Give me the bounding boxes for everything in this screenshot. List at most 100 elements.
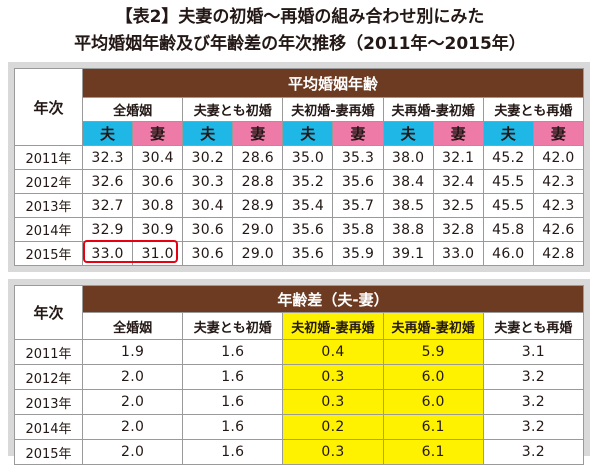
group-header-husband-first-wife-re: 夫初婚-妻再婚 xyxy=(282,312,384,340)
value-cell: 6.0 xyxy=(382,364,484,390)
value-cell: 32.7 xyxy=(81,193,134,218)
value-cell: 38.8 xyxy=(382,217,434,242)
value-cell: 35.0 xyxy=(282,145,334,170)
value-cell: 35.8 xyxy=(332,217,384,242)
value-cell: 30.8 xyxy=(132,193,184,218)
value-cell: 32.6 xyxy=(81,169,134,194)
group-header-husband-re-wife-first: 夫再婚-妻初婚 xyxy=(382,312,484,340)
husband-header: 夫 xyxy=(482,121,534,146)
table-row: 2015年 33.0 31.0 30.6 29.0 35.6 35.9 39.1… xyxy=(14,241,585,266)
value-cell: 35.9 xyxy=(332,241,384,266)
year-cell: 2013年 xyxy=(14,389,83,415)
table-row: 2011年 32.3 30.4 30.2 28.6 35.0 35.3 38.0… xyxy=(14,145,585,170)
value-cell: 2.0 xyxy=(81,414,184,440)
value-cell: 6.1 xyxy=(382,414,484,440)
value-cell: 42.6 xyxy=(532,217,585,242)
group-header-husband-first-wife-re: 夫初婚-妻再婚 xyxy=(282,97,384,122)
table-row: 2013年 32.7 30.8 30.4 28.9 35.4 35.7 38.5… xyxy=(14,193,585,218)
value-cell: 38.4 xyxy=(382,169,434,194)
husband-header: 夫 xyxy=(81,121,134,146)
value-cell: 30.2 xyxy=(182,145,234,170)
year-cell: 2014年 xyxy=(14,217,83,242)
value-cell: 1.6 xyxy=(182,339,284,365)
table-row: 2013年 2.0 1.6 0.3 6.0 3.2 xyxy=(14,389,585,415)
value-cell: 1.6 xyxy=(182,389,284,415)
group-header-all: 全婚姻 xyxy=(81,312,184,340)
title-line-2: 平均婚姻年齢及び年齢差の年次推移（2011年〜2015年） xyxy=(74,34,526,54)
value-cell: 30.3 xyxy=(182,169,234,194)
value-cell: 3.2 xyxy=(482,414,585,440)
value-cell: 32.3 xyxy=(81,145,134,170)
value-cell: 35.4 xyxy=(282,193,334,218)
value-cell: 45.5 xyxy=(482,169,534,194)
age-gap-table: 年次 年齢差（夫-妻） 全婚姻 夫妻とも初婚 夫初婚-妻再婚 夫再婚-妻初婚 夫… xyxy=(14,285,585,465)
average-marriage-age-header: 平均婚姻年齢 xyxy=(82,68,584,98)
value-cell: 42.3 xyxy=(532,169,585,194)
value-cell: 2.0 xyxy=(81,389,184,415)
value-cell: 32.9 xyxy=(81,217,134,242)
wife-header: 妻 xyxy=(232,121,284,146)
value-cell-highlighted: 33.0 xyxy=(81,241,134,266)
value-cell: 3.1 xyxy=(482,339,585,365)
group-header-both-first: 夫妻とも初婚 xyxy=(182,312,284,340)
value-cell: 45.8 xyxy=(482,217,534,242)
year-cell: 2012年 xyxy=(14,169,83,194)
value-cell: 5.9 xyxy=(382,339,484,365)
value-cell: 38.0 xyxy=(382,145,434,170)
table-row: 2012年 32.6 30.6 30.3 28.8 35.2 35.6 38.4… xyxy=(14,169,585,194)
wife-header: 妻 xyxy=(332,121,384,146)
table-row: 2011年 1.9 1.6 0.4 5.9 3.1 xyxy=(14,339,585,365)
value-cell: 0.2 xyxy=(282,414,384,440)
value-cell: 28.9 xyxy=(232,193,284,218)
wife-header: 妻 xyxy=(432,121,484,146)
year-column-header: 年次 xyxy=(14,285,83,340)
value-cell: 32.8 xyxy=(432,217,484,242)
group-header-husband-re-wife-first: 夫再婚-妻初婚 xyxy=(382,97,484,122)
marriage-age-panel: 年次 平均婚姻年齢 全婚姻 夫妻とも初婚 夫初婚-妻再婚 夫再婚-妻初婚 夫妻と… xyxy=(8,62,590,272)
table-row: 2014年 2.0 1.6 0.2 6.1 3.2 xyxy=(14,414,585,440)
value-cell: 38.5 xyxy=(382,193,434,218)
value-cell: 39.1 xyxy=(382,241,434,266)
year-cell: 2011年 xyxy=(14,339,83,365)
group-header-both-first: 夫妻とも初婚 xyxy=(182,97,284,122)
value-cell: 0.3 xyxy=(282,364,384,390)
value-cell: 2.0 xyxy=(81,364,184,390)
value-cell: 3.2 xyxy=(482,364,585,390)
year-column-header: 年次 xyxy=(14,68,83,146)
value-cell: 32.5 xyxy=(432,193,484,218)
table-row: 2012年 2.0 1.6 0.3 6.0 3.2 xyxy=(14,364,585,390)
wife-header: 妻 xyxy=(532,121,585,146)
value-cell: 1.9 xyxy=(81,339,184,365)
value-cell: 45.2 xyxy=(482,145,534,170)
value-cell: 45.5 xyxy=(482,193,534,218)
year-cell: 2014年 xyxy=(14,414,83,440)
value-cell: 29.0 xyxy=(232,217,284,242)
value-cell: 1.6 xyxy=(182,414,284,440)
value-cell: 1.6 xyxy=(182,364,284,390)
value-cell: 30.4 xyxy=(132,145,184,170)
value-cell: 6.0 xyxy=(382,389,484,415)
value-cell: 30.6 xyxy=(132,169,184,194)
group-header-all: 全婚姻 xyxy=(81,97,184,122)
group-header-both-re: 夫妻とも再婚 xyxy=(482,97,585,122)
value-cell: 35.6 xyxy=(332,169,384,194)
value-cell: 42.8 xyxy=(532,241,585,266)
age-gap-panel: 年次 年齢差（夫-妻） 全婚姻 夫妻とも初婚 夫初婚-妻再婚 夫再婚-妻初婚 夫… xyxy=(8,279,590,465)
year-cell: 2015年 xyxy=(14,241,83,266)
value-cell: 28.6 xyxy=(232,145,284,170)
wife-header: 妻 xyxy=(132,121,184,146)
group-header-both-re: 夫妻とも再婚 xyxy=(482,312,585,340)
value-cell: 46.0 xyxy=(482,241,534,266)
value-cell: 35.6 xyxy=(282,241,334,266)
value-cell-highlighted: 31.0 xyxy=(132,241,184,266)
value-cell: 32.1 xyxy=(432,145,484,170)
value-cell: 42.0 xyxy=(532,145,585,170)
husband-header: 夫 xyxy=(282,121,334,146)
husband-header: 夫 xyxy=(382,121,434,146)
age-gap-header: 年齢差（夫-妻） xyxy=(82,285,584,313)
value-cell: 0.3 xyxy=(282,389,384,415)
value-cell: 0.4 xyxy=(282,339,384,365)
value-cell: 42.3 xyxy=(532,193,585,218)
value-cell: 3.2 xyxy=(482,389,585,415)
value-cell: 30.6 xyxy=(182,217,234,242)
